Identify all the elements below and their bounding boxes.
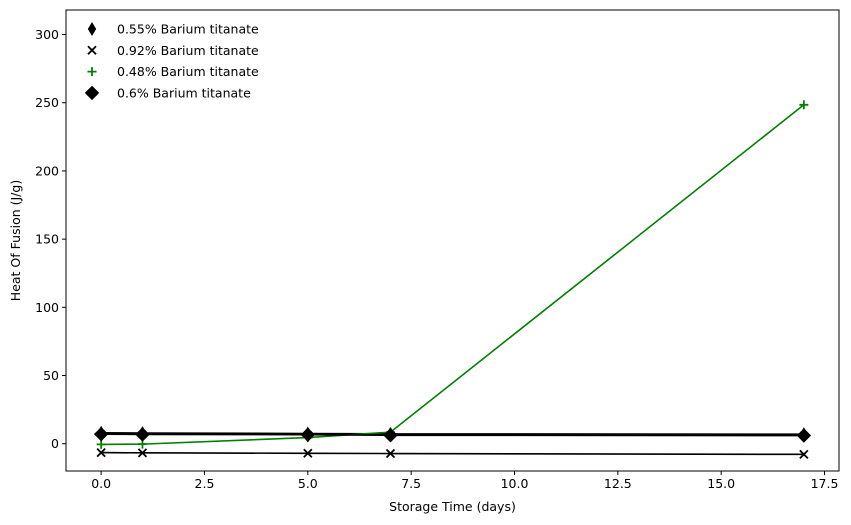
series-1: [96, 425, 809, 442]
y-axis-ticks: 0 50 100 150 200 250 300: [35, 27, 66, 451]
legend-label: 0.55% Barium titanate: [117, 22, 259, 37]
data-point: [303, 448, 313, 458]
y-tick-label: 50: [43, 368, 59, 383]
x-axis-label: Storage Time (days): [389, 499, 516, 514]
data-point: [135, 427, 150, 442]
x-tick-label: 2.5: [195, 476, 215, 491]
y-axis-label: Heat Of Fusion (J/g): [8, 180, 23, 301]
data-point: [137, 448, 148, 458]
data-point: [799, 100, 809, 110]
x-tick-label: 15.0: [707, 476, 735, 491]
data-point: [96, 439, 106, 449]
y-tick-label: 300: [35, 27, 59, 42]
legend-label: 0.48% Barium titanate: [117, 64, 259, 79]
data-point: [383, 428, 398, 443]
y-tick-label: 150: [35, 232, 59, 247]
x-tick-label: 5.0: [298, 476, 318, 491]
x-tick-label: 10.0: [501, 476, 529, 491]
data-point: [93, 426, 109, 442]
series-layer: [93, 100, 812, 459]
x-tick-label: 12.5: [604, 476, 632, 491]
legend-marker: [87, 45, 97, 55]
legend: 0.55% Barium titanate 0.92% Barium titana…: [84, 22, 259, 101]
series-line: [101, 451, 804, 456]
data-point: [799, 449, 809, 459]
y-tick-label: 200: [35, 163, 59, 178]
legend-label: 0.6% Barium titanate: [117, 85, 251, 100]
x-tick-label: 7.5: [401, 476, 421, 491]
series-4: [93, 426, 812, 443]
y-tick-label: 100: [35, 300, 59, 315]
legend-marker: [87, 22, 97, 36]
series-3: [96, 100, 809, 449]
data-point: [300, 427, 316, 442]
data-point: [96, 447, 106, 458]
x-tick-label: 0.0: [91, 476, 111, 491]
x-tick-label: 17.5: [811, 476, 839, 491]
plot-area-frame: [65, 9, 840, 472]
legend-label: 0.92% Barium titanate: [117, 43, 259, 58]
data-point: [796, 428, 812, 443]
series-2: [96, 447, 809, 459]
y-tick-label: 0: [51, 436, 59, 451]
legend-marker: [84, 85, 100, 101]
y-tick-label: 250: [35, 95, 59, 110]
x-axis-ticks: 0.0 2.5 5.0 7.5 10.0 12.5 15.0 17.5: [91, 471, 838, 491]
data-point: [385, 448, 396, 459]
legend-marker: [87, 67, 97, 77]
series-line: [101, 104, 805, 446]
